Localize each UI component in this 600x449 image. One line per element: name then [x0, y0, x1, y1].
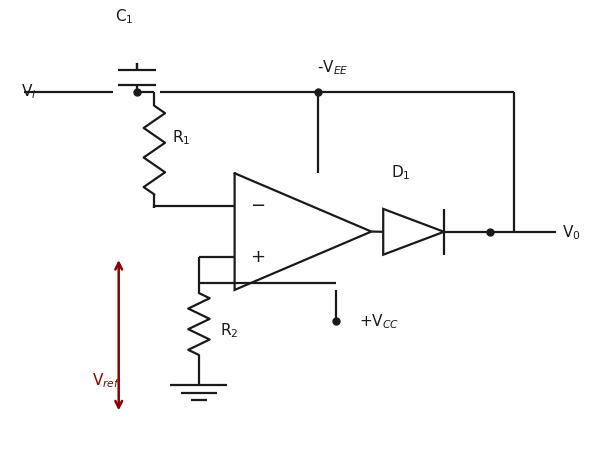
Text: $+$: $+$ [250, 248, 265, 266]
Text: D$_1$: D$_1$ [391, 163, 411, 182]
Text: R$_1$: R$_1$ [172, 129, 191, 147]
Text: V$_i$: V$_i$ [20, 83, 36, 101]
Text: C$_1$: C$_1$ [115, 7, 134, 26]
Text: V$_0$: V$_0$ [562, 223, 580, 242]
Text: -V$_{EE}$: -V$_{EE}$ [317, 58, 349, 77]
Text: V$_{ref}$: V$_{ref}$ [92, 372, 121, 391]
Text: $-$: $-$ [250, 195, 265, 213]
Text: +V$_{CC}$: +V$_{CC}$ [359, 313, 400, 331]
Text: R$_2$: R$_2$ [220, 321, 238, 340]
